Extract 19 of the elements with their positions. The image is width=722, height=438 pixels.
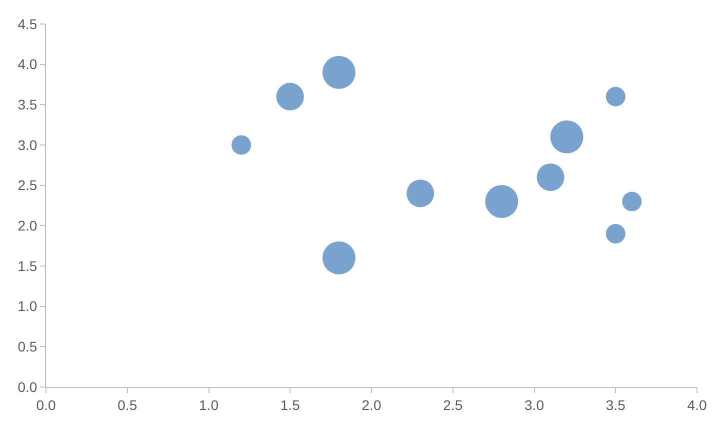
x-tick-label: 3.0	[524, 396, 544, 413]
y-tick-label: 3.5	[18, 96, 38, 113]
y-tick-label: 0.5	[18, 338, 38, 355]
x-tick-label: 2.0	[362, 396, 382, 413]
y-tick-label: 0.0	[18, 378, 38, 395]
x-tick-label: 1.5	[280, 396, 300, 413]
y-tick-label: 2.5	[18, 177, 38, 194]
x-tick-label: 1.0	[199, 396, 219, 413]
y-tick-label: 2.0	[18, 218, 38, 234]
y-tick-label: 1.0	[18, 298, 38, 314]
x-tick-label: 2.5	[443, 396, 463, 413]
x-tick-label: 0.5	[118, 396, 138, 413]
y-tick-label: 4.5	[18, 16, 38, 32]
y-tick-label: 3.0	[18, 136, 38, 153]
x-tick-label: 4.0	[687, 396, 707, 413]
x-tick-label: 0.0	[36, 396, 56, 413]
y-tick-label: 4.0	[18, 56, 38, 72]
x-tick-label: 3.5	[606, 396, 626, 413]
y-tick-label: 1.5	[18, 258, 38, 274]
